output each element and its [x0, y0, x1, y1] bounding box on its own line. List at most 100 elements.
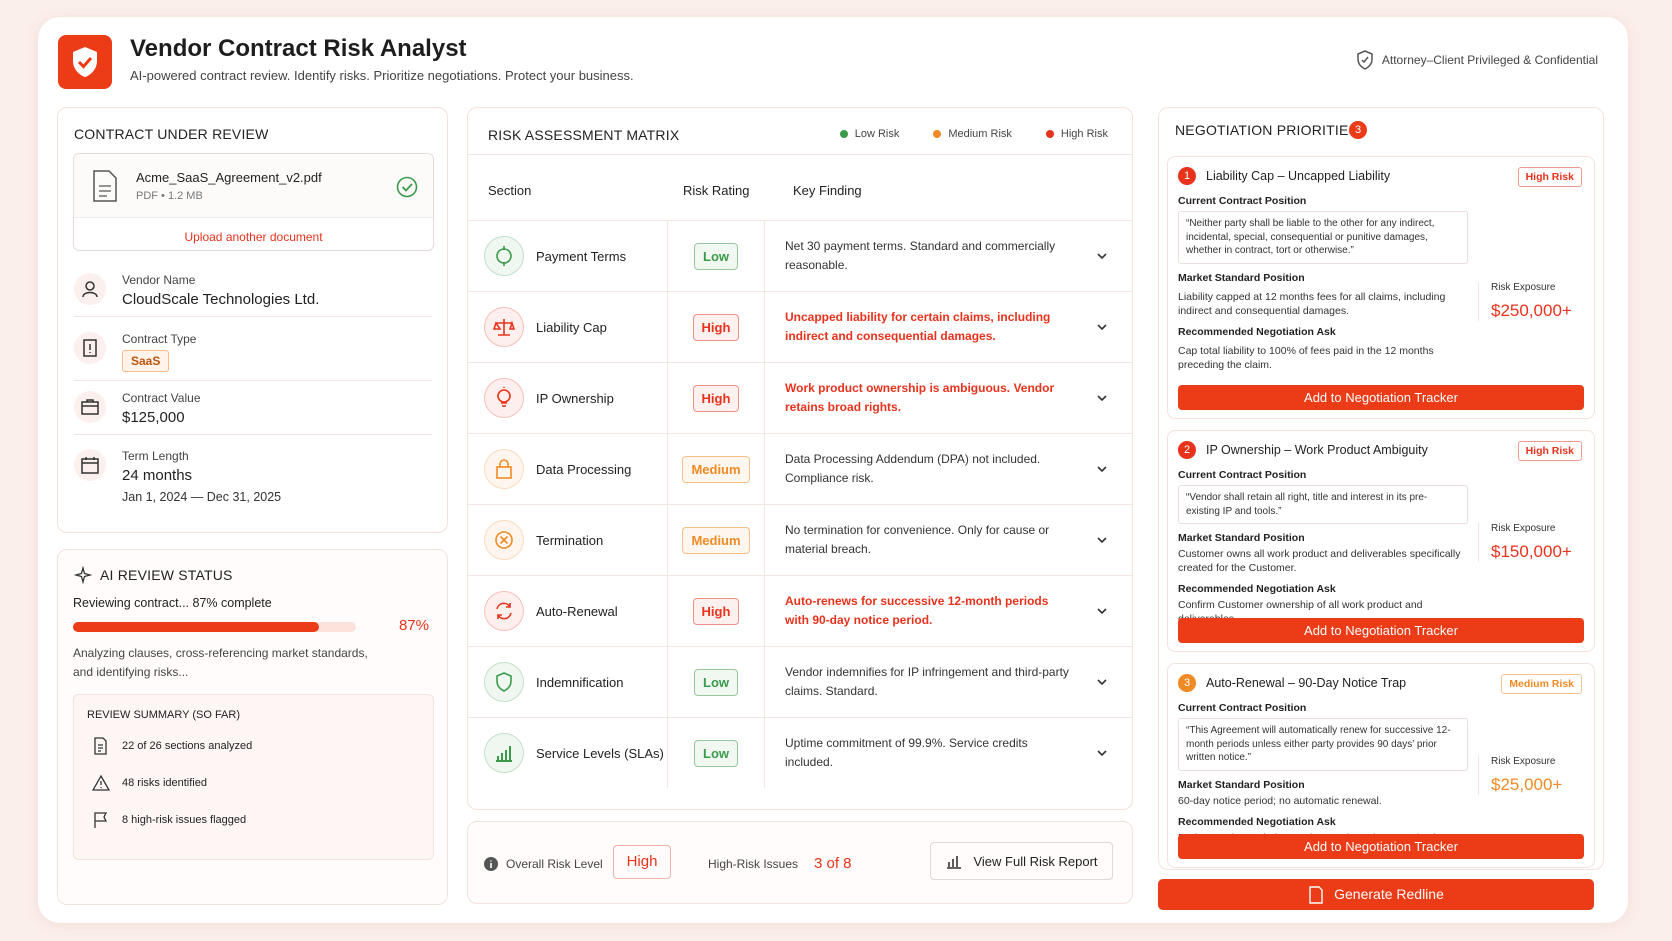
- icon-shape: [82, 457, 98, 464]
- app-frame: Vendor Contract Risk Analyst AI-powered …: [38, 17, 1628, 923]
- section-name: Auto-Renewal: [536, 603, 618, 619]
- expand-chevron[interactable]: [1095, 249, 1109, 263]
- icon-shape: [1097, 324, 1107, 331]
- card-heading: AI REVIEW STATUS: [100, 567, 233, 583]
- market-position: Customer owns all work product and deliv…: [1178, 548, 1461, 574]
- rating-cell: High: [668, 363, 765, 433]
- rating-cell: High: [668, 576, 765, 646]
- priority-number: 1: [1178, 167, 1196, 185]
- icon: [496, 602, 512, 620]
- finding-text: No termination for convenience. Only for…: [785, 523, 1050, 556]
- market-position: Liability capped at 12 months fees for a…: [1178, 290, 1446, 317]
- icon-shape: [1357, 50, 1373, 70]
- expand-chevron[interactable]: [1095, 320, 1109, 334]
- expand-chevron[interactable]: [1095, 746, 1109, 760]
- button-text: View Full Risk Report: [973, 853, 1098, 869]
- summary-heading: REVIEW SUMMARY (SO FAR): [87, 709, 241, 721]
- card-heading: NEGOTIATION PRIORITIES: [1175, 122, 1359, 138]
- section-name: Liability Cap: [536, 319, 607, 335]
- exposure-value: $150,000+: [1491, 542, 1572, 561]
- icon: [81, 399, 99, 415]
- status-description: Analyzing clauses, cross-referencing mar…: [73, 646, 368, 679]
- icon-shape: [401, 183, 413, 192]
- expand-chevron[interactable]: [1095, 604, 1109, 618]
- matrix-row: Indemnification Low Vendor indemnifies f…: [468, 646, 1132, 717]
- icon-shape: [1097, 537, 1107, 544]
- exposure-value: $25,000+: [1491, 775, 1563, 794]
- icon-shape: [495, 531, 513, 549]
- icon-shape: [499, 459, 509, 467]
- icon: [497, 387, 511, 407]
- icon-shape: [82, 399, 98, 407]
- add-tracker-button[interactable]: Add to Negotiation Tracker: [1178, 618, 1584, 643]
- market-position: 60-day notice period; no automatic renew…: [1178, 794, 1382, 807]
- icon-shape: [73, 47, 97, 77]
- field-label: Contract Value: [122, 391, 201, 405]
- priority-body: Current Contract Position “Vendor shall …: [1178, 469, 1468, 626]
- risk-tag: Medium Risk: [1501, 674, 1582, 694]
- matrix-row: IP Ownership High Work product ownership…: [468, 362, 1132, 433]
- file-icon: [93, 170, 117, 202]
- priority-item: 1 Liability Cap – Uncapped Liability Hig…: [1167, 156, 1595, 419]
- current-position: “Neither party shall be liable to the ot…: [1178, 211, 1468, 264]
- icon-shape: [496, 466, 512, 479]
- card-heading: RISK ASSESSMENT MATRIX: [488, 127, 680, 143]
- upload-link[interactable]: Upload another document: [184, 230, 323, 244]
- icon-shape: [82, 291, 98, 298]
- generate-redline-button[interactable]: Generate Redline: [1158, 879, 1594, 910]
- priority-item: 3 Auto-Renewal – 90-Day Notice Trap Medi…: [1167, 663, 1595, 868]
- expand-chevron[interactable]: [1095, 462, 1109, 476]
- legend-item: Low Risk: [839, 128, 900, 140]
- summary-icon: [94, 812, 108, 828]
- rating-pill: Low: [694, 668, 738, 696]
- field-value: $125,000: [122, 409, 185, 426]
- rating-cell: Medium: [668, 505, 765, 575]
- expand-chevron[interactable]: [1095, 533, 1109, 547]
- icon-shape: [496, 602, 512, 620]
- icon-shape: [81, 458, 99, 474]
- section-icon: [484, 662, 524, 702]
- exposure-value: $250,000+: [1491, 301, 1572, 320]
- shield-icon: [73, 47, 97, 77]
- view-report-button[interactable]: View Full Risk Report: [930, 842, 1113, 880]
- section-cell: Payment Terms: [468, 221, 668, 291]
- section-label: Current Contract Position: [1178, 195, 1307, 207]
- icon-shape: [1361, 56, 1369, 64]
- current-position: “This Agreement will automatically renew…: [1178, 718, 1468, 771]
- icon: [82, 281, 98, 298]
- icon-shape: [396, 176, 418, 198]
- add-tracker-button[interactable]: Add to Negotiation Tracker: [1178, 834, 1584, 859]
- legend-label: Low Risk: [854, 128, 900, 140]
- icon: [83, 339, 97, 357]
- icon: [496, 746, 512, 762]
- add-tracker-button[interactable]: Add to Negotiation Tracker: [1178, 385, 1584, 410]
- exposure-block: Risk Exposure $25,000+: [1478, 756, 1562, 795]
- summary-text: 22 of 26 sections analyzed: [122, 740, 253, 752]
- chart-icon: [947, 856, 962, 869]
- icon-shape: [1097, 395, 1107, 402]
- overall-value: High: [613, 845, 671, 879]
- matrix-row: Auto-Renewal High Auto-renews for succes…: [468, 575, 1132, 646]
- priority-title: IP Ownership – Work Product Ambiguity: [1206, 443, 1428, 457]
- section-cell: Liability Cap: [468, 292, 668, 362]
- exposure-block: Risk Exposure $150,000+: [1478, 523, 1572, 562]
- count-badge: 3: [1349, 121, 1367, 139]
- progress-bar: [73, 622, 320, 632]
- icon-shape: [947, 856, 962, 869]
- expand-chevron[interactable]: [1095, 675, 1109, 689]
- matrix-card: RISK ASSESSMENT MATRIX Low Risk Medium Ri…: [467, 107, 1133, 810]
- section-icon: [484, 733, 524, 773]
- app-logo: [58, 35, 112, 89]
- section-name: Payment Terms: [536, 248, 627, 264]
- section-icon: [484, 449, 524, 489]
- expand-chevron[interactable]: [1095, 391, 1109, 405]
- contract-card: CONTRACT UNDER REVIEW Acme_SaaS_Agreemen…: [57, 107, 448, 533]
- doc-icon: [1309, 885, 1323, 904]
- contract-field: Term Length 24 months Jan 1, 2024 — Dec 3…: [74, 449, 432, 512]
- rating-pill: High: [692, 597, 740, 625]
- field-icon: [74, 273, 106, 305]
- section-label: Recommended Negotiation Ask: [1178, 583, 1336, 595]
- summary-icon: [92, 774, 110, 791]
